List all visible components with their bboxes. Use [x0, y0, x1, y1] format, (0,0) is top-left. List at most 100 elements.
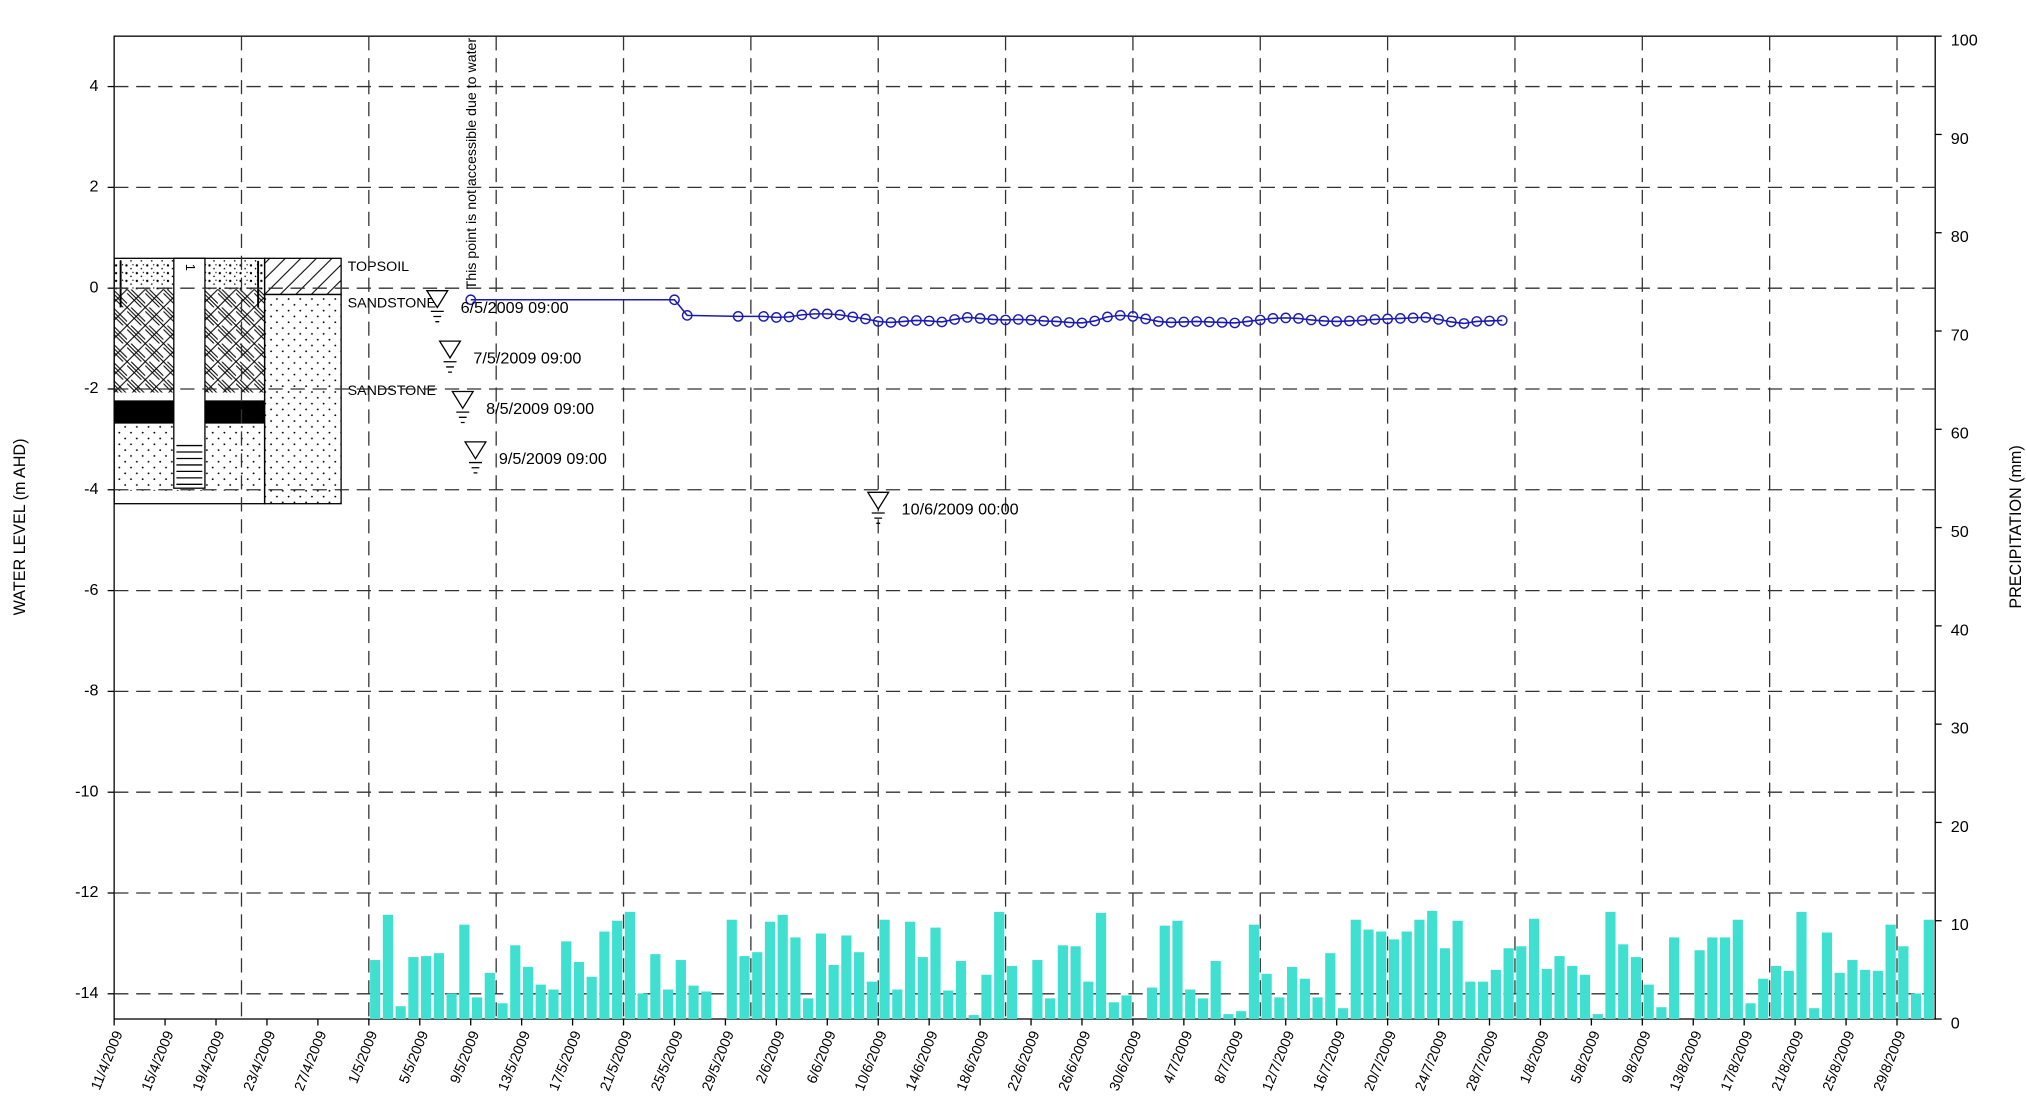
layer-label: TOPSOIL: [348, 259, 410, 275]
precipitation-bar: [1210, 961, 1221, 1020]
x-tick-label: 16/7/2009: [1310, 1029, 1349, 1094]
y2-tick-label: 20: [1951, 818, 1969, 836]
y2-tick-label: 60: [1951, 425, 1969, 443]
plot-frame: [113, 35, 1936, 1020]
precipitation-bar: [382, 914, 394, 1020]
water-level-point: [1063, 317, 1075, 328]
precipitation-bar: [1185, 989, 1196, 1020]
water-level-point: [847, 311, 859, 323]
x-tick-label: 13/8/2009: [1667, 1029, 1706, 1094]
precipitation-bar: [1236, 1011, 1247, 1020]
precipitation-bar: [854, 952, 865, 1020]
x-tick-label: 6/6/2009: [804, 1029, 840, 1086]
precipitation-bar: [637, 993, 648, 1020]
water-level-point: [1293, 313, 1304, 324]
precipitation-bar: [726, 919, 737, 1020]
precipitation-bar: [1490, 969, 1501, 1020]
precipitation-bar: [471, 997, 483, 1020]
precipitation-bar: [803, 998, 814, 1020]
reading-marker: [438, 340, 462, 360]
reading-label: 7/5/2009 09:00: [473, 349, 581, 367]
precipitation-bar: [1045, 998, 1056, 1020]
precipitation-bar: [866, 981, 877, 1020]
y2-tick-label: 30: [1951, 720, 1969, 738]
y-tick-label: -14: [75, 984, 98, 1002]
water-level-point: [1153, 316, 1164, 327]
reading-marker: [463, 441, 488, 460]
water-level-point: [834, 309, 846, 321]
precipitation-bar: [1325, 953, 1336, 1020]
precipitation-bar: [1388, 939, 1400, 1020]
x-tick-label: 17/5/2009: [546, 1029, 585, 1094]
water-level-point: [1433, 314, 1444, 325]
precipitation-bar: [586, 976, 597, 1020]
precipitation-bar: [395, 1006, 406, 1020]
x-tick-label: 10/6/2009: [852, 1029, 891, 1094]
x-tick-label: 26/6/2009: [1056, 1029, 1095, 1094]
y-tick-label: -2: [84, 379, 98, 397]
precipitation-bar: [1427, 910, 1438, 1020]
precipitation-bar: [1554, 956, 1565, 1020]
precipitation-bar: [459, 924, 470, 1020]
water-level-point: [732, 311, 744, 322]
x-tick-label: 1/8/2009: [1517, 1029, 1553, 1086]
water-level-point: [1102, 311, 1113, 323]
x-tick-label: 8/7/2009: [1212, 1029, 1248, 1086]
precipitation-bar: [1707, 937, 1718, 1020]
precipitation-bar: [1567, 965, 1578, 1020]
y-tick-label: -4: [84, 480, 98, 498]
precipitation-bar: [981, 974, 992, 1020]
y2-tick-label: 90: [1951, 130, 1969, 148]
water-level-point: [1025, 314, 1037, 326]
water-level-point: [1318, 315, 1330, 327]
y-tick-label: 0: [90, 278, 99, 296]
water-level-point: [1254, 314, 1266, 326]
precipitation-bar: [1503, 948, 1514, 1020]
precipitation-bar: [1006, 965, 1018, 1020]
water-level-point: [1229, 317, 1241, 329]
precipitation-bar: [892, 989, 903, 1020]
water-level-point: [1471, 316, 1483, 327]
x-tick-label: 29/8/2009: [1871, 1029, 1910, 1094]
water-level-point: [1356, 315, 1368, 326]
precipitation-bar: [1465, 981, 1476, 1020]
precipitation-bar: [1885, 924, 1896, 1020]
precipitation-bar: [1630, 957, 1642, 1020]
precipitation-bar: [1656, 1007, 1667, 1020]
precipitation-bar: [1796, 911, 1807, 1020]
precipitation-bar: [599, 931, 610, 1020]
precipitation-bar: [484, 972, 495, 1020]
water-level-point: [1191, 316, 1202, 327]
water-level-point: [1178, 316, 1190, 328]
water-level-point: [1038, 315, 1050, 327]
precipitation-bar: [1643, 984, 1654, 1020]
water-level-point: [1496, 315, 1508, 326]
precipitation-bar: [1363, 929, 1374, 1020]
precipitation-bar: [752, 952, 763, 1020]
water-level-line: [470, 298, 1503, 325]
precipitation-bar: [1274, 997, 1285, 1020]
precipitation-bar: [1452, 920, 1463, 1020]
borehole-log: 1 TOPSOIL SANDSTONE SANDSTONE: [113, 257, 436, 505]
precipitation-bar: [1770, 965, 1782, 1020]
precipitation-bar: [994, 911, 1005, 1020]
precipitation-bar: [1439, 948, 1451, 1020]
y2-tick-label: 50: [1951, 523, 1969, 541]
water-level-point: [1203, 316, 1215, 328]
x-tick-label: 23/4/2009: [241, 1029, 280, 1094]
water-level-point: [1267, 313, 1279, 324]
reading-label: 6/5/2009 09:00: [461, 299, 569, 317]
precipitation-bar: [1694, 950, 1705, 1020]
precipitation-bar: [1146, 987, 1158, 1020]
precipitation-bar: [1121, 995, 1132, 1020]
y2-tick-label: 0: [1951, 1014, 1960, 1032]
precipitation-bar: [1516, 946, 1527, 1020]
water-level-point: [1076, 317, 1088, 329]
water-level-point: [1165, 317, 1177, 328]
precipitation-bar: [1095, 912, 1107, 1020]
precipitation-bar: [1070, 946, 1081, 1020]
precipitation-bar: [421, 956, 432, 1020]
y-tick-label: -8: [84, 682, 98, 700]
precipitation-bar: [1108, 1002, 1119, 1020]
x-tick-label: 2/6/2009: [753, 1029, 789, 1086]
